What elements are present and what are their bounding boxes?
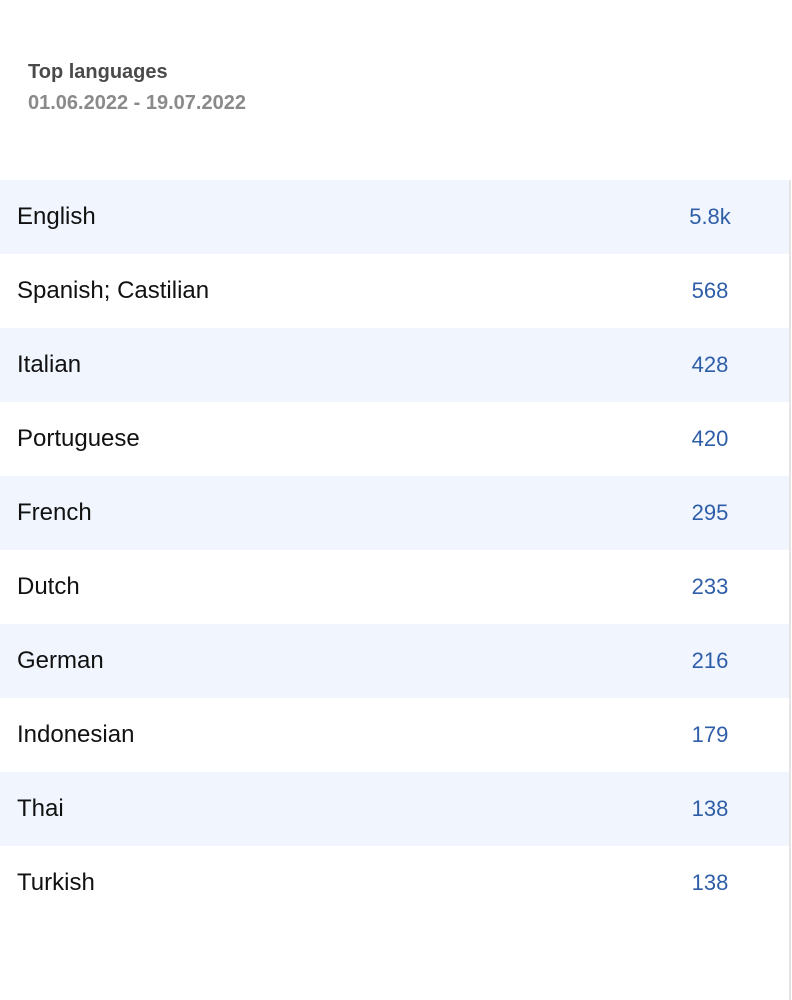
language-name: Thai [17,795,64,822]
language-count: 216 [691,648,729,673]
language-count: 233 [691,574,729,599]
languages-table: English 5.8k Spanish; Castilian 568 Italian 4… [0,180,790,920]
language-count: 420 [691,426,729,451]
language-count: 295 [691,500,729,525]
language-name: Portuguese [17,425,140,452]
table-row: Dutch 233 [0,550,790,624]
language-count: 5.8k [689,204,731,229]
table-row: Spanish; Castilian 568 [0,254,790,328]
language-name: English [17,203,96,230]
language-name: German [17,647,104,674]
table-row: Turkish 138 [0,846,790,920]
language-count: 428 [691,352,729,377]
language-count: 138 [691,796,729,821]
table-row: German 216 [0,624,790,698]
language-name: Italian [17,351,82,378]
language-count: 138 [691,870,729,895]
language-name: Dutch [17,573,80,600]
language-count: 179 [691,722,729,747]
table-row: English 5.8k [0,180,790,254]
language-name: Spanish; Castilian [17,277,210,304]
widget-header: Top languages 01.06.2022 - 19.07.2022 [28,58,246,120]
language-name: French [17,499,92,526]
widget-title: Top languages [28,61,168,83]
language-name: Indonesian [17,721,135,748]
language-count: 568 [691,278,729,303]
table-row: Italian 428 [0,328,790,402]
table-row: Portuguese 420 [0,402,790,476]
date-range: 01.06.2022 - 19.07.2022 [28,92,246,114]
table-row: Indonesian 179 [0,698,790,772]
table-row: Thai 138 [0,772,790,846]
table-row: French 295 [0,476,790,550]
language-name: Turkish [17,869,95,896]
scrollbar-track[interactable] [789,180,791,1000]
